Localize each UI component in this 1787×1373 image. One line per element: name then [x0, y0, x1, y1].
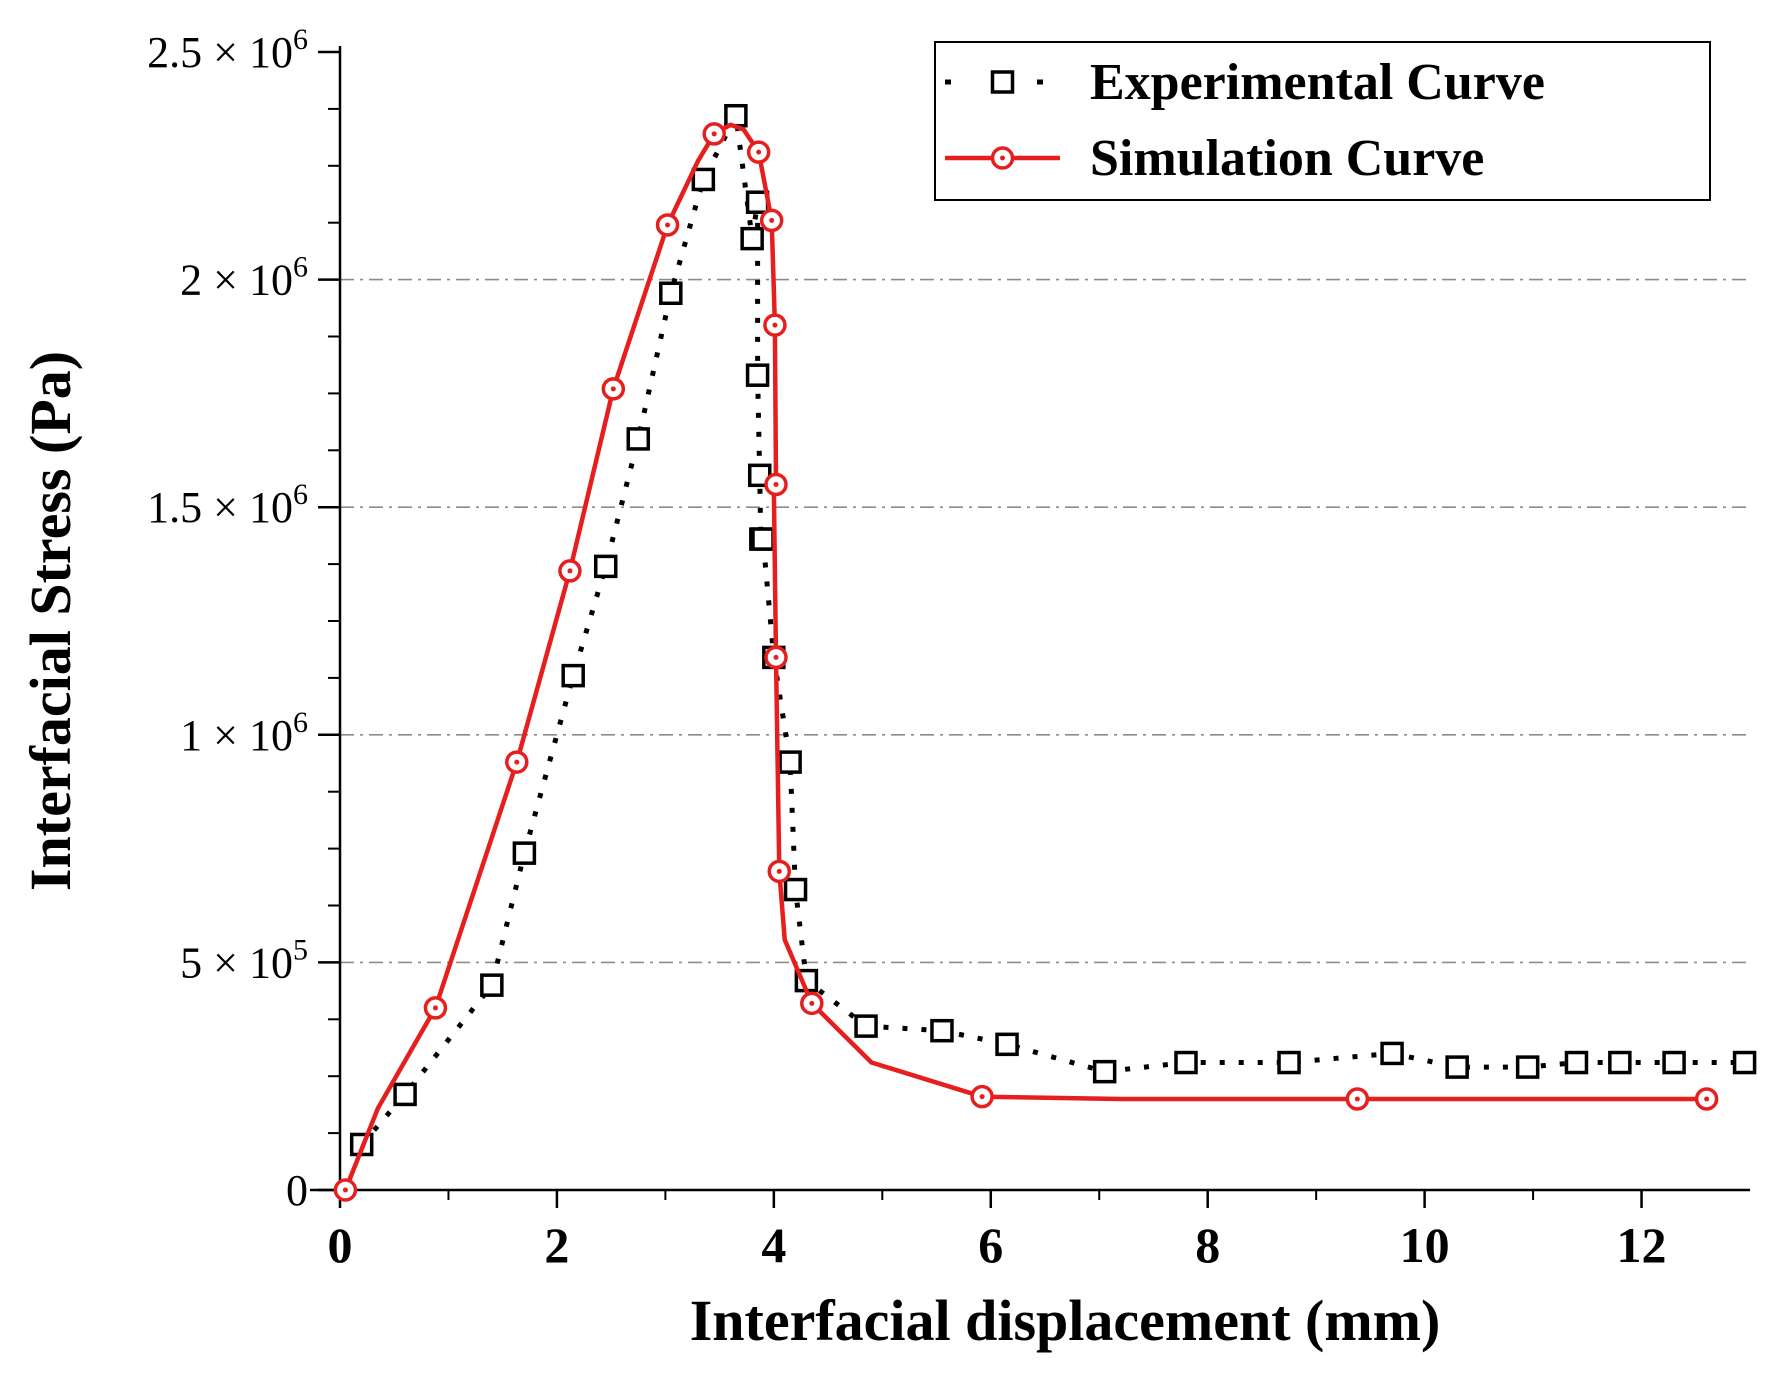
simulation-point-dot-13 — [772, 322, 778, 328]
experimental-point-2 — [480, 973, 504, 997]
y-tick-label-2: 1 × 106 — [180, 706, 308, 760]
x-tick-label-4: 8 — [1195, 1217, 1220, 1273]
legend-label-0: Experimental Curve — [1090, 54, 1545, 111]
experimental-point-30 — [1608, 1050, 1632, 1075]
experimental-point-20 — [854, 1014, 878, 1038]
simulation-point-dot-17 — [776, 868, 782, 874]
simulation-point-dot-16 — [773, 654, 779, 660]
simulation-point-dot-4 — [567, 568, 573, 574]
experimental-point-27 — [1445, 1055, 1469, 1079]
x-tick-label-5: 10 — [1400, 1217, 1450, 1273]
x-tick-label-3: 6 — [978, 1217, 1003, 1273]
experimental-point-8 — [691, 167, 716, 192]
simulation-point-dot-21 — [979, 1094, 985, 1100]
simulation-curve-line — [343, 122, 1707, 1191]
experimental-point-3 — [512, 841, 537, 865]
simulation-point-dot-19 — [809, 1000, 815, 1006]
experimental-point-15 — [751, 527, 775, 551]
grid-layer — [340, 278, 1750, 964]
experimental-point-23 — [1092, 1059, 1117, 1084]
legend-box — [934, 41, 1711, 201]
experimental-point-28 — [1515, 1055, 1540, 1079]
experimental-point-10 — [740, 226, 764, 251]
simulation-point-dot-5 — [610, 386, 616, 392]
experimental-point-31 — [1662, 1050, 1686, 1075]
experimental-point-21 — [930, 1018, 954, 1043]
experimental-point-18 — [783, 877, 808, 902]
axes-layer: 0 2 4 6 8 10 12 0 5 × 105 1 × 106 1.5 × 106 2 × 106… — [147, 23, 1750, 1273]
experimental-point-12 — [745, 363, 770, 387]
simulation-point-dot-6 — [665, 222, 671, 228]
simulation-point-dot-8 — [711, 131, 717, 137]
x-axis-title: Interfacial displacement (mm) — [690, 1288, 1441, 1353]
simulation-point-dot-2 — [432, 1005, 438, 1011]
y-tick-label-3: 1.5 × 106 — [147, 478, 308, 532]
experimental-point-4 — [561, 663, 585, 688]
experimental-point-24 — [1174, 1050, 1198, 1075]
x-tick-label-1: 2 — [544, 1217, 569, 1273]
experimental-point-7 — [659, 281, 683, 306]
simulation-point-dot-23 — [1354, 1096, 1360, 1102]
x-tick-label-6: 12 — [1617, 1217, 1667, 1273]
legend-experimental-marker — [990, 70, 1015, 94]
experimental-point-26 — [1380, 1041, 1404, 1066]
y-tick-label-1: 5 × 105 — [180, 933, 308, 987]
legend: Experimental Curve Simulation Curve — [934, 41, 1711, 201]
legend-label-1: Simulation Curve — [1090, 130, 1484, 187]
simulation-point-dot-12 — [769, 217, 775, 223]
experimental-point-32 — [1732, 1050, 1757, 1075]
simulation-point-dot-11 — [756, 149, 762, 155]
y-tick-label-4: 2 × 106 — [180, 251, 308, 305]
experimental-point-11 — [745, 190, 770, 214]
experimental-point-25 — [1277, 1050, 1301, 1075]
simulation-point-dot-3 — [514, 759, 520, 765]
experimental-point-9 — [724, 103, 748, 128]
experimental-curve-line — [359, 107, 1745, 1147]
experimental-point-1 — [393, 1082, 417, 1107]
legend-simulation-marker-dot — [1000, 155, 1005, 161]
y-tick-label-0: 0 — [286, 1166, 308, 1215]
y-axis-title: Interfacial Stress (Pa) — [18, 351, 83, 891]
series-layer — [333, 103, 1757, 1202]
legend-items: Experimental Curve Simulation Curve — [945, 54, 1545, 187]
x-tick-label-2: 4 — [761, 1217, 786, 1273]
x-tick-label-0: 0 — [328, 1217, 353, 1273]
simulation-point-dot-0 — [342, 1187, 348, 1193]
simulation-point-dot-24 — [1704, 1096, 1710, 1102]
experimental-point-29 — [1564, 1050, 1589, 1075]
experimental-point-22 — [995, 1032, 1019, 1057]
y-tick-label-5: 2.5 × 106 — [147, 23, 308, 77]
experimental-point-6 — [626, 427, 651, 451]
simulation-point-dot-14 — [773, 481, 779, 487]
experimental-point-5 — [593, 554, 618, 579]
experimental-point-17 — [778, 750, 802, 774]
